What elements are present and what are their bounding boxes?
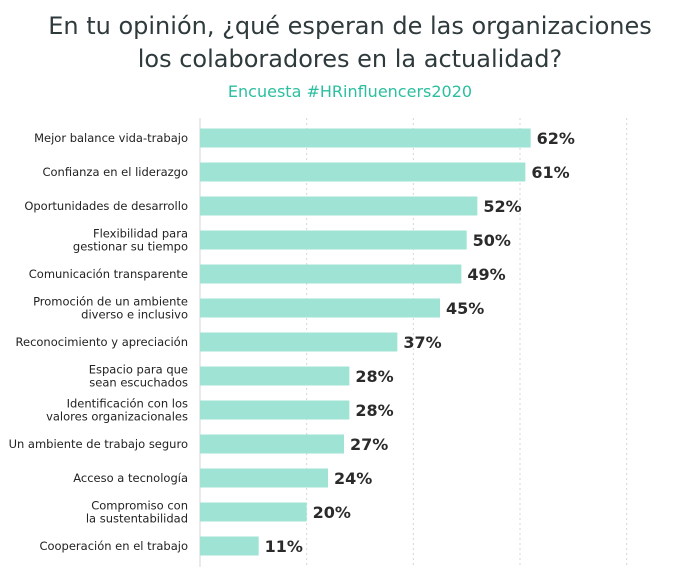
category-label: Identificación con los valores organizaci… bbox=[46, 397, 188, 424]
chart-title-line-1: En tu opinión, ¿qué esperan de las organ… bbox=[48, 12, 652, 40]
category-label: Reconocimiento y apreciación bbox=[16, 335, 188, 349]
category-label: Espacio para que sean escuchados bbox=[89, 363, 188, 390]
data-label: 28% bbox=[355, 401, 393, 420]
category-label: Acceso a tecnología bbox=[73, 471, 188, 485]
category-label: Compromiso con la sustentabilidad bbox=[86, 499, 188, 526]
data-label: 11% bbox=[265, 537, 303, 556]
category-label: Flexibilidad para gestionar su tiempo bbox=[73, 227, 188, 254]
bar bbox=[200, 468, 328, 488]
category-label: Comunicación transparente bbox=[29, 267, 188, 281]
bar bbox=[200, 128, 531, 148]
data-label: 50% bbox=[473, 231, 511, 250]
data-label: 52% bbox=[483, 197, 521, 216]
bar bbox=[200, 400, 350, 420]
bar bbox=[200, 332, 398, 352]
bar bbox=[200, 230, 467, 250]
bar bbox=[200, 366, 350, 386]
data-label: 45% bbox=[446, 299, 484, 318]
bar bbox=[200, 502, 307, 522]
category-label: Cooperación en el trabajo bbox=[39, 539, 188, 553]
chart-title-line-2: los colaboradores en la actualidad? bbox=[137, 45, 563, 73]
category-label: Oportunidades de desarrollo bbox=[24, 199, 188, 213]
data-label: 28% bbox=[355, 367, 393, 386]
chart-title: En tu opinión, ¿qué esperan de las organ… bbox=[0, 10, 700, 76]
bar bbox=[200, 434, 344, 454]
data-label: 37% bbox=[403, 333, 441, 352]
data-label: 62% bbox=[537, 129, 575, 148]
data-label: 20% bbox=[313, 503, 351, 522]
bar bbox=[200, 536, 259, 556]
category-label: Un ambiente de trabajo seguro bbox=[9, 437, 188, 451]
category-label: Confianza en el liderazgo bbox=[42, 165, 188, 179]
bar bbox=[200, 264, 462, 284]
bar bbox=[200, 196, 478, 216]
data-label: 61% bbox=[531, 163, 569, 182]
category-label: Mejor balance vida-trabajo bbox=[34, 131, 188, 145]
data-label: 24% bbox=[334, 469, 372, 488]
bar bbox=[200, 162, 526, 182]
bar bbox=[200, 298, 440, 318]
data-label: 27% bbox=[350, 435, 388, 454]
chart-subtitle: Encuesta #HRinfluencers2020 bbox=[227, 82, 473, 101]
data-label: 49% bbox=[467, 265, 505, 284]
category-label: Promoción de un ambiente diverso e inclus… bbox=[33, 295, 188, 322]
